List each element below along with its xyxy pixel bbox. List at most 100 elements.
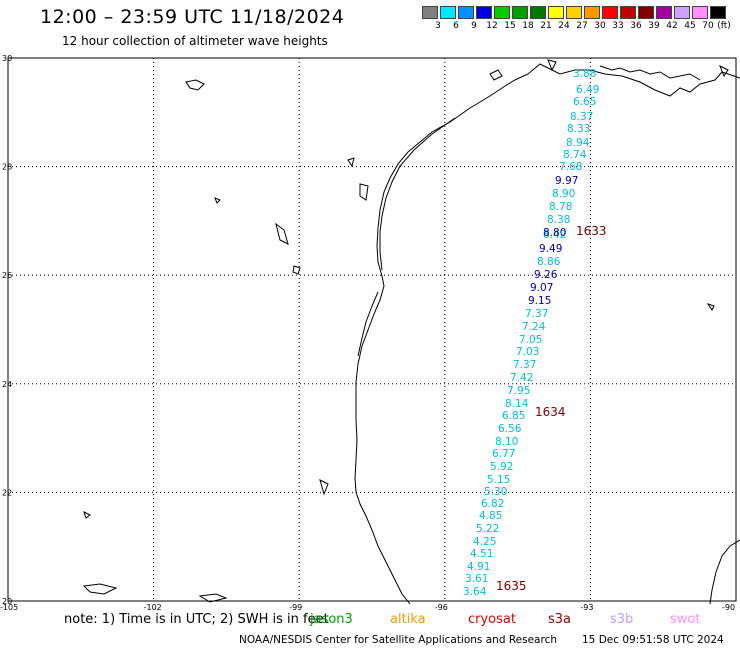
lake: [82, 583, 118, 595]
credit-line: NOAA/NESDIS Center for Satellite Applica…: [239, 634, 557, 646]
time-labels: 1633 1634 1635: [496, 224, 607, 593]
lake: [319, 479, 329, 496]
lat-tick-label: 28: [2, 163, 12, 172]
swh-value: 8.86: [537, 256, 561, 268]
swh-value: 9.07: [530, 282, 553, 294]
swh-value: 7.37: [513, 359, 536, 371]
legend-swatch: [638, 6, 654, 19]
swh-value: 9.97: [555, 175, 578, 187]
legend-swatch: [620, 6, 636, 19]
satellite-jason3: jason3: [310, 612, 353, 627]
map-title: 12:00 – 23:59 UTC 11/18/2024: [40, 6, 345, 28]
legend-label: 18: [522, 21, 534, 31]
swh-value: 3.64: [463, 586, 487, 598]
legend-label: 70: [702, 21, 714, 31]
lat-tick-label: 24: [2, 380, 12, 389]
footnote: note: 1) Time is in UTC; 2) SWH is in fe…: [64, 612, 329, 627]
legend-unit: (ft): [717, 21, 731, 31]
lon-tick-label: -90: [722, 603, 735, 612]
lake: [292, 265, 301, 275]
lat-tick-label: 20: [2, 597, 12, 606]
swh-value: 7.42: [510, 372, 533, 384]
axis-labels: 30 28 26 24 22 20-105 -102 -99 -96 -93 -90: [0, 54, 735, 612]
legend-swatch: [548, 6, 564, 19]
map-subtitle: 12 hour collection of altimeter wave hei…: [62, 34, 328, 48]
swh-value: 8.38: [547, 214, 570, 226]
lake: [275, 222, 289, 245]
swh-value: 4.85: [479, 510, 502, 522]
swh-value: 7.03: [516, 346, 539, 358]
legend-label: 24: [558, 21, 570, 31]
generated-timestamp: 15 Dec 09:51:58 UTC 2024: [582, 634, 724, 646]
swh-value: 8.94: [566, 137, 590, 149]
legend-swatch: [530, 6, 546, 19]
legend-label: 15: [504, 21, 516, 31]
legend-label: 12: [486, 21, 498, 31]
swh-value: 5.22: [476, 523, 499, 535]
legend-label: 3: [435, 21, 441, 31]
swh-value: 4.91: [467, 561, 490, 573]
time-label: 1633: [576, 224, 607, 238]
swh-value: 8.78: [549, 201, 572, 213]
satellite-altika: altika: [390, 612, 426, 627]
swh-value: 7.24: [522, 321, 546, 333]
swh-value: 8.42: [543, 229, 566, 241]
lake: [185, 79, 205, 91]
swh-value: 6.65: [573, 96, 596, 108]
legend-label: 36: [630, 21, 642, 31]
satellite-cryosat: cryosat: [468, 612, 516, 627]
swh-value: 8.10: [495, 436, 518, 448]
time-label: 1634: [535, 405, 566, 419]
swh-value: 9.49: [539, 243, 562, 255]
legend-label: 9: [471, 21, 477, 31]
legend-swatch: [458, 6, 474, 19]
legend-label: 42: [666, 21, 678, 31]
lat-tick-label: 30: [2, 54, 12, 63]
swh-value: 5.30: [484, 486, 507, 498]
swh-value: 7.37: [525, 308, 548, 320]
legend-label: 27: [576, 21, 588, 31]
swh-value: 5.92: [490, 461, 513, 473]
legend-swatch: [494, 6, 510, 19]
swh-value: 8.90: [552, 188, 575, 200]
lon-tick-label: -105: [0, 603, 18, 612]
lat-tick-label: 22: [2, 488, 12, 497]
swh-value: 6.82: [481, 498, 504, 510]
legend-label: 21: [540, 21, 552, 31]
lon-tick-label: -93: [580, 603, 593, 612]
swh-value: 4.51: [470, 548, 493, 560]
legend-swatch: [692, 6, 708, 19]
swh-value: 7.95: [507, 385, 530, 397]
gulf-coastline: [354, 63, 740, 605]
swh-value: 5.15: [487, 474, 510, 486]
legend-label: 39: [648, 21, 660, 31]
swh-value: 9.26: [534, 269, 558, 281]
swh-value: 8.14: [505, 398, 529, 410]
satellite-s3b: s3b: [610, 612, 634, 627]
swh-track: 3.88 6.496.65 8.378.33 8.948.747.68 9.978.90…: [463, 68, 599, 598]
lake: [83, 511, 91, 519]
map-frame: [7, 57, 737, 602]
legend-swatch: [512, 6, 528, 19]
legend-swatch: [440, 6, 456, 19]
legend-swatch: [584, 6, 600, 19]
lake: [198, 593, 228, 603]
graticule: [7, 57, 737, 602]
time-label: 1635: [496, 579, 527, 593]
legend-swatch: [656, 6, 672, 19]
swh-value: 6.77: [492, 448, 515, 460]
swh-value: 7.68: [559, 161, 582, 173]
swh-value: 8.37: [570, 111, 593, 123]
legend-swatch: [422, 6, 438, 19]
satellite-swot: swot: [670, 612, 701, 627]
swh-value: 6.56: [498, 423, 522, 435]
swh-value: 4.25: [473, 536, 496, 548]
swh-value: 6.85: [502, 410, 525, 422]
legend-label: 6: [453, 21, 459, 31]
legend-label: 30: [594, 21, 606, 31]
coastline: [82, 59, 740, 605]
island: [706, 303, 715, 311]
lon-tick-label: -102: [144, 603, 162, 612]
barrier-islands: [357, 117, 456, 357]
